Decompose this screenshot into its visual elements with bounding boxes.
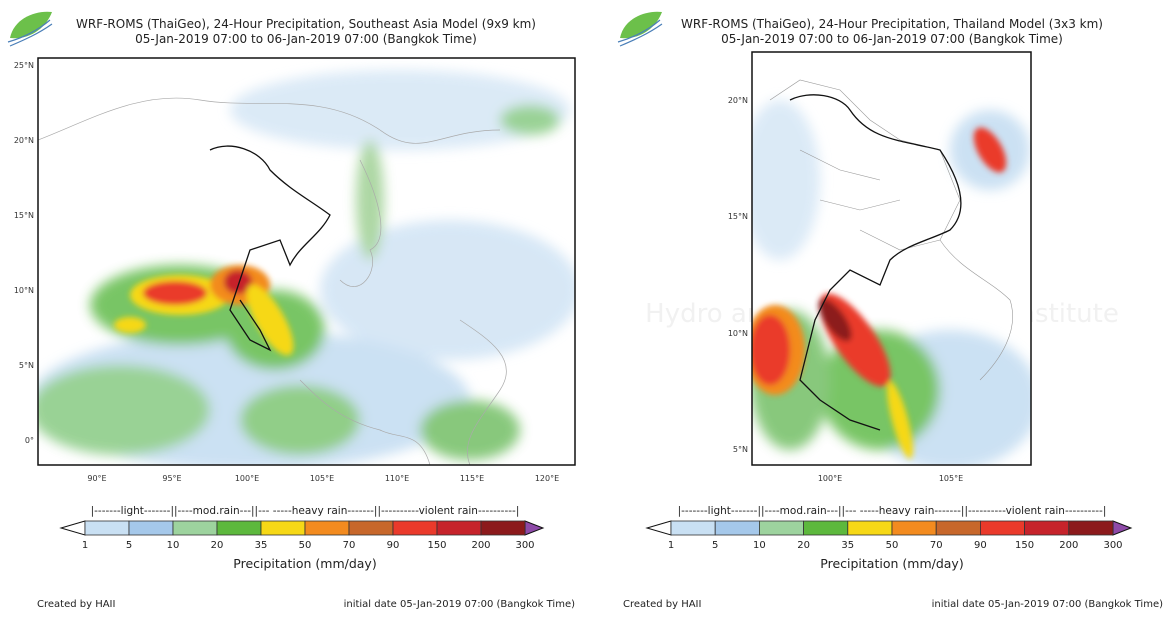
colorbar-segment	[847, 520, 893, 536]
latitude-tick-label: 20°N	[728, 96, 748, 105]
colorbar-over-extension	[524, 520, 545, 536]
colorbar-segment	[392, 520, 438, 536]
colorbar-segment	[260, 520, 306, 536]
footer-initial-date: initial date 05-Jan-2019 07:00 (Bangkok …	[932, 599, 1164, 610]
colorbar-segment	[128, 520, 174, 536]
map-title: WRF-ROMS (ThaiGeo), 24-Hour Precipitatio…	[681, 17, 1103, 31]
colorbar-tick-label: 200	[1059, 540, 1078, 551]
map-subtitle: 05-Jan-2019 07:00 to 06-Jan-2019 07:00 (…	[721, 32, 1063, 46]
colorbar-tick-label: 1	[668, 540, 674, 551]
latitude-tick-label: 25°N	[14, 61, 34, 70]
colorbar-segment	[436, 520, 482, 536]
haii-logo-right	[617, 11, 663, 47]
latitude-tick-label: 5°N	[733, 445, 748, 454]
colorbar-tick-label: 1	[82, 540, 88, 551]
latitude-tick-label: 15°N	[14, 211, 34, 220]
colorbar-segment	[980, 520, 1026, 536]
colorbar-tick-label: 300	[515, 540, 534, 551]
colorbar-over-extension	[1112, 520, 1133, 536]
colorbar-under-extension	[59, 520, 86, 536]
map-thailand	[752, 52, 1031, 465]
colorbar-tick-label: 150	[1015, 540, 1034, 551]
footer-credit: Created by HAII	[37, 599, 115, 610]
colorbar-tick-label: 50	[886, 540, 899, 551]
colorbar-tick-label: 90	[974, 540, 987, 551]
colorbar-tick-label: 70	[930, 540, 943, 551]
colorbar-segment	[304, 520, 350, 536]
rain-category-labels: |-------light-------||----mod.rain---||-…	[91, 505, 520, 517]
colorbar-segment	[84, 520, 130, 536]
colorbar-segment	[714, 520, 760, 536]
colorbar-title: Precipitation (mm/day)	[820, 556, 963, 571]
colorbar-tick-label: 10	[753, 540, 766, 551]
colorbar-tick-label: 35	[841, 540, 854, 551]
colorbar-segment	[670, 520, 716, 536]
map-title: WRF-ROMS (ThaiGeo), 24-Hour Precipitatio…	[76, 17, 536, 31]
haii-logo-left	[7, 11, 53, 47]
footer-credit: Created by HAII	[623, 599, 701, 610]
longitude-tick-label: 115°E	[460, 474, 484, 483]
colorbar-tick-label: 200	[471, 540, 490, 551]
colorbar-tick-label: 20	[797, 540, 810, 551]
map-subtitle: 05-Jan-2019 07:00 to 06-Jan-2019 07:00 (…	[135, 32, 477, 46]
colorbar-under-extension	[645, 520, 672, 536]
colorbar-segment	[803, 520, 849, 536]
colorbar-segment	[891, 520, 937, 536]
rain-category-labels: |-------light-------||----mod.rain---||-…	[678, 505, 1107, 517]
colorbar-tick-label: 35	[255, 540, 268, 551]
colorbar-tick-label: 5	[712, 540, 718, 551]
longitude-tick-label: 120°E	[535, 474, 559, 483]
colorbar-tick-label: 300	[1103, 540, 1122, 551]
colorbar-segment	[480, 520, 526, 536]
latitude-tick-label: 10°N	[728, 329, 748, 338]
longitude-tick-label: 100°E	[818, 474, 842, 483]
colorbar-segment	[172, 520, 218, 536]
colorbar-segment	[216, 520, 262, 536]
colorbar-title: Precipitation (mm/day)	[233, 556, 376, 571]
map-frame	[751, 51, 1032, 466]
colorbar-segment	[1068, 520, 1114, 536]
latitude-tick-label: 20°N	[14, 136, 34, 145]
latitude-tick-label: 0°	[25, 436, 34, 445]
longitude-tick-label: 105°E	[939, 474, 963, 483]
latitude-tick-label: 10°N	[14, 286, 34, 295]
longitude-tick-label: 110°E	[385, 474, 409, 483]
longitude-tick-label: 95°E	[162, 474, 181, 483]
latitude-tick-label: 15°N	[728, 212, 748, 221]
footer-initial-date: initial date 05-Jan-2019 07:00 (Bangkok …	[344, 599, 576, 610]
colorbar-tick-label: 70	[343, 540, 356, 551]
colorbar-segment	[348, 520, 394, 536]
colorbar-tick-label: 10	[167, 540, 180, 551]
map-frame	[37, 57, 576, 466]
colorbar-segment	[935, 520, 981, 536]
colorbar-segment	[759, 520, 805, 536]
colorbar-segment	[1024, 520, 1070, 536]
latitude-tick-label: 5°N	[19, 361, 34, 370]
colorbar-tick-label: 90	[387, 540, 400, 551]
longitude-tick-label: 90°E	[87, 474, 106, 483]
colorbar-tick-label: 20	[211, 540, 224, 551]
colorbar-tick-label: 5	[126, 540, 132, 551]
longitude-tick-label: 100°E	[235, 474, 259, 483]
colorbar-tick-label: 50	[299, 540, 312, 551]
map-southeast-asia	[38, 58, 575, 465]
colorbar-tick-label: 150	[427, 540, 446, 551]
longitude-tick-label: 105°E	[310, 474, 334, 483]
